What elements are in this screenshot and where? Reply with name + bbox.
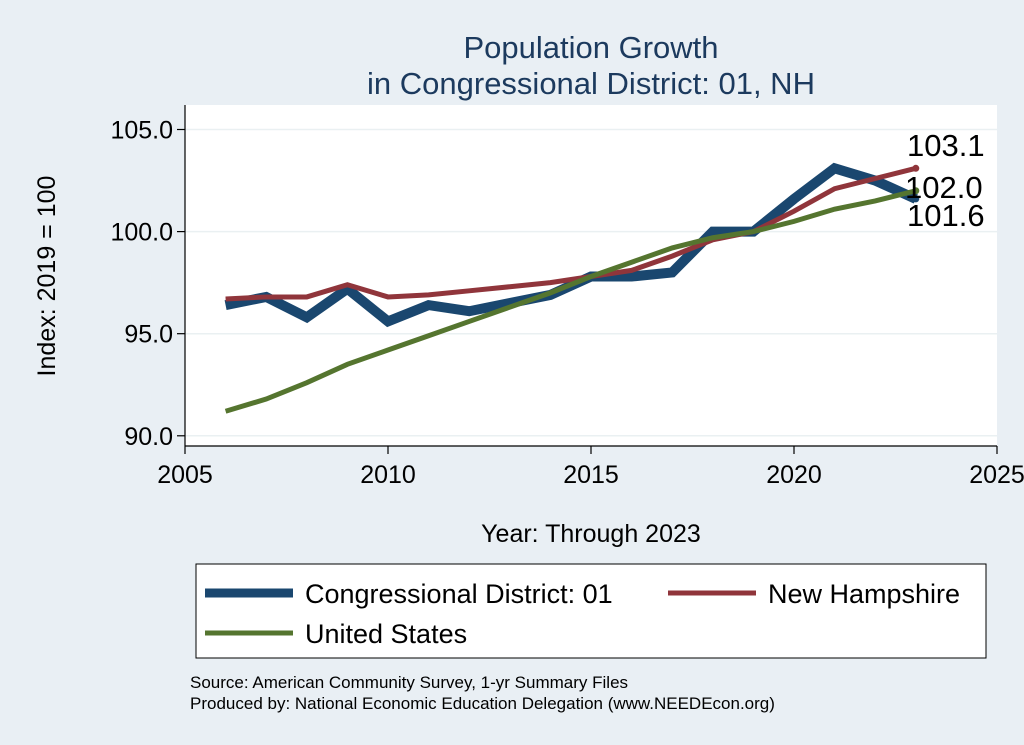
series-lines xyxy=(224,162,918,414)
y-tick-label-1: 95.0 xyxy=(124,321,173,349)
gridlines xyxy=(185,128,997,437)
end-label-congressional-district-01: 101.6 xyxy=(907,198,985,233)
x-ticks: 2005 2010 2015 2020 2025 xyxy=(157,446,1024,489)
end-point-congressional-district-01 xyxy=(912,195,920,203)
y-tick-label-2: 100.0 xyxy=(110,219,173,247)
legend-label-congressional-district-01: Congressional District: 01 xyxy=(305,579,613,609)
end-point-new-hampshire xyxy=(912,164,920,172)
x-tick-label-2: 2015 xyxy=(563,461,619,489)
x-tick-label-3: 2020 xyxy=(766,461,822,489)
y-axis-label: Index: 2019 = 100 xyxy=(33,176,61,377)
y-tick-label-3: 105.0 xyxy=(110,117,173,145)
end-point-united-states xyxy=(912,187,920,195)
legend-box xyxy=(195,563,987,659)
producer-note: Produced by: National Economic Education… xyxy=(190,694,775,713)
end-labels: 101.6 103.1 102.0 xyxy=(905,128,985,233)
x-tick-label-4: 2025 xyxy=(969,461,1024,489)
legend: Congressional District: 01 New Hampshire… xyxy=(195,563,987,659)
chart-title-line-2: in Congressional District: 01, NH xyxy=(367,66,815,101)
x-tick-label-0: 2005 xyxy=(157,461,213,489)
x-tick-label-1: 2010 xyxy=(360,461,416,489)
series-line-new-hampshire xyxy=(225,165,917,302)
legend-label-new-hampshire: New Hampshire xyxy=(768,579,960,609)
x-axis-label: Year: Through 2023 xyxy=(481,520,701,548)
end-label-united-states: 102.0 xyxy=(905,170,983,205)
chart-title-line-1: Population Growth xyxy=(463,30,718,65)
y-tick-label-0: 90.0 xyxy=(124,423,173,451)
source-note: Source: American Community Survey, 1-yr … xyxy=(190,673,628,692)
y-ticks: 90.0 95.0 100.0 105.0 xyxy=(110,117,185,451)
legend-label-united-states: United States xyxy=(305,619,467,649)
end-label-new-hampshire: 103.1 xyxy=(907,128,985,163)
series-line-united-states xyxy=(224,188,917,414)
